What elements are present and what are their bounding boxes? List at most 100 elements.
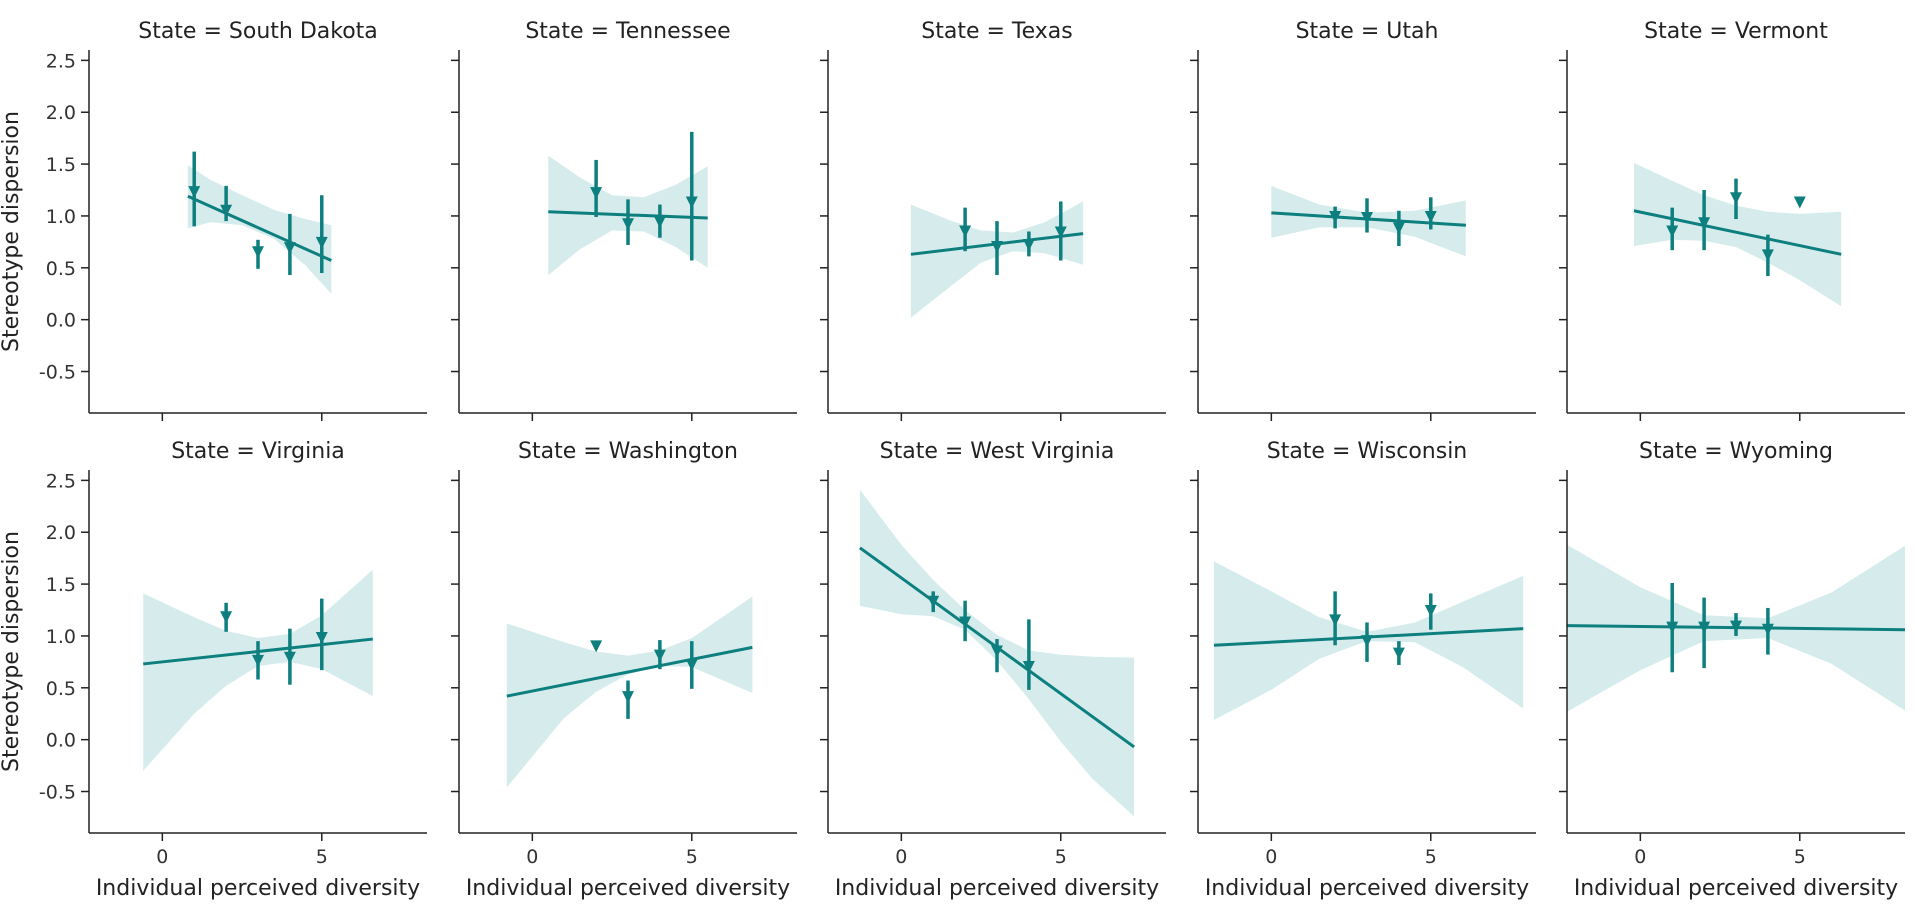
data-point <box>283 651 296 664</box>
data-point <box>252 246 264 259</box>
facet-panel: State = Texas <box>820 19 1166 421</box>
y-tick-label: 2.0 <box>46 102 76 124</box>
data-point <box>1666 621 1679 634</box>
y-tick-label: 2.0 <box>46 522 76 544</box>
y-axis-label: Stereotype dispersion <box>0 111 24 352</box>
x-tick-label: 0 <box>526 846 538 868</box>
y-tick-label: 2.5 <box>46 50 76 72</box>
panel-title: State = West Virginia <box>880 439 1115 464</box>
data-point <box>1361 635 1373 648</box>
confidence-band <box>1634 163 1842 307</box>
panel-title: State = Wisconsin <box>1267 439 1468 464</box>
panel-title: State = Utah <box>1296 19 1439 44</box>
x-axis-label: Individual perceived diversity <box>1205 876 1529 901</box>
data-point <box>685 196 698 209</box>
x-tick-label: 0 <box>895 846 907 868</box>
data-point <box>1392 647 1405 660</box>
confidence-band <box>143 569 373 771</box>
y-tick-label: 1.5 <box>46 154 76 176</box>
data-point <box>685 658 698 671</box>
x-axis-label: Individual perceived diversity <box>1574 876 1898 901</box>
data-point <box>1666 225 1679 238</box>
panel-title: State = Tennessee <box>525 19 730 44</box>
facet-panel: 0 5 State = Wisconsin Individual perceived … <box>1190 439 1536 901</box>
x-tick-label: 5 <box>1055 846 1067 868</box>
x-tick-label: 0 <box>156 846 168 868</box>
data-point <box>1424 605 1437 618</box>
y-tick-label: 1.5 <box>46 574 76 596</box>
x-axis-label: Individual perceived diversity <box>96 876 420 901</box>
data-point <box>252 654 264 667</box>
data-point <box>959 616 972 629</box>
data-point <box>622 218 634 231</box>
data-point <box>927 595 940 608</box>
y-tick-label: 0.0 <box>46 730 76 752</box>
data-point <box>653 649 666 662</box>
data-point <box>1022 661 1035 674</box>
data-point <box>220 204 233 217</box>
data-point <box>1392 222 1405 235</box>
confidence-band <box>910 201 1084 318</box>
data-point <box>622 691 634 704</box>
y-tick-label: 0.5 <box>46 678 76 700</box>
data-point <box>590 187 603 200</box>
y-tick-label: 0.5 <box>46 258 76 280</box>
data-point <box>991 241 1003 254</box>
data-point <box>1361 212 1373 225</box>
data-point <box>1022 238 1035 251</box>
data-point <box>283 242 296 255</box>
facet-panel: 0 5 State = Wyoming Individual perceived di… <box>1559 439 1906 901</box>
x-tick-label: 0 <box>1634 846 1646 868</box>
y-tick-label: -0.5 <box>39 782 76 804</box>
data-point <box>1698 217 1711 230</box>
data-point <box>1054 226 1067 239</box>
regression-line <box>506 645 753 698</box>
y-tick-label: 0.0 <box>46 310 76 332</box>
data-point <box>220 611 233 624</box>
panel-title: State = Wyoming <box>1639 439 1833 464</box>
x-tick-label: 5 <box>1425 846 1437 868</box>
facet-panel: 0 5 State = Washington Individual perceived… <box>451 439 797 901</box>
data-point <box>1730 192 1742 205</box>
panel-title: State = Texas <box>921 19 1072 44</box>
data-point <box>1424 210 1437 223</box>
data-point <box>1329 210 1342 223</box>
data-point <box>1761 249 1774 262</box>
x-axis-label: Individual perceived diversity <box>835 876 1159 901</box>
facet-panel: -0.5 0.0 0.5 1.0 1.5 2.0 2.5 0 5 State = Virginia… <box>0 439 427 901</box>
y-tick-label: 1.0 <box>46 626 76 648</box>
panel-title: State = Vermont <box>1644 19 1828 44</box>
facet-panel: State = Tennessee <box>451 19 797 421</box>
data-point <box>315 236 328 249</box>
facet-panel: State = Utah <box>1190 19 1536 421</box>
y-tick-label: -0.5 <box>39 362 76 384</box>
regression-line <box>187 194 332 262</box>
x-tick-label: 0 <box>1265 846 1277 868</box>
facet-panel: 0 5 State = West Virginia Individual percei… <box>820 439 1166 901</box>
panel-title: State = Washington <box>518 439 738 464</box>
data-point <box>653 216 666 229</box>
x-tick-label: 5 <box>316 846 328 868</box>
data-point <box>1329 614 1342 627</box>
regression-line <box>1633 209 1842 256</box>
x-tick-label: 5 <box>686 846 698 868</box>
y-tick-label: 1.0 <box>46 206 76 228</box>
data-point <box>1730 620 1742 633</box>
data-point <box>1793 196 1806 209</box>
data-point <box>1698 621 1711 634</box>
panel-title: State = Virginia <box>171 439 345 464</box>
facet-panel: State = Vermont <box>1559 19 1905 421</box>
data-point <box>590 640 603 653</box>
panel-title: State = South Dakota <box>138 19 378 44</box>
y-tick-label: 2.5 <box>46 470 76 492</box>
x-axis-label: Individual perceived diversity <box>466 876 790 901</box>
data-point <box>959 225 972 238</box>
facet-panel: -0.5 0.0 0.5 1.0 1.5 2.0 2.5 State = South Dako… <box>0 19 427 421</box>
data-point <box>991 645 1003 658</box>
data-point <box>1761 623 1774 636</box>
x-tick-label: 5 <box>1794 846 1806 868</box>
y-axis-label: Stereotype dispersion <box>0 531 24 772</box>
data-point <box>188 186 201 199</box>
data-point <box>315 632 328 645</box>
